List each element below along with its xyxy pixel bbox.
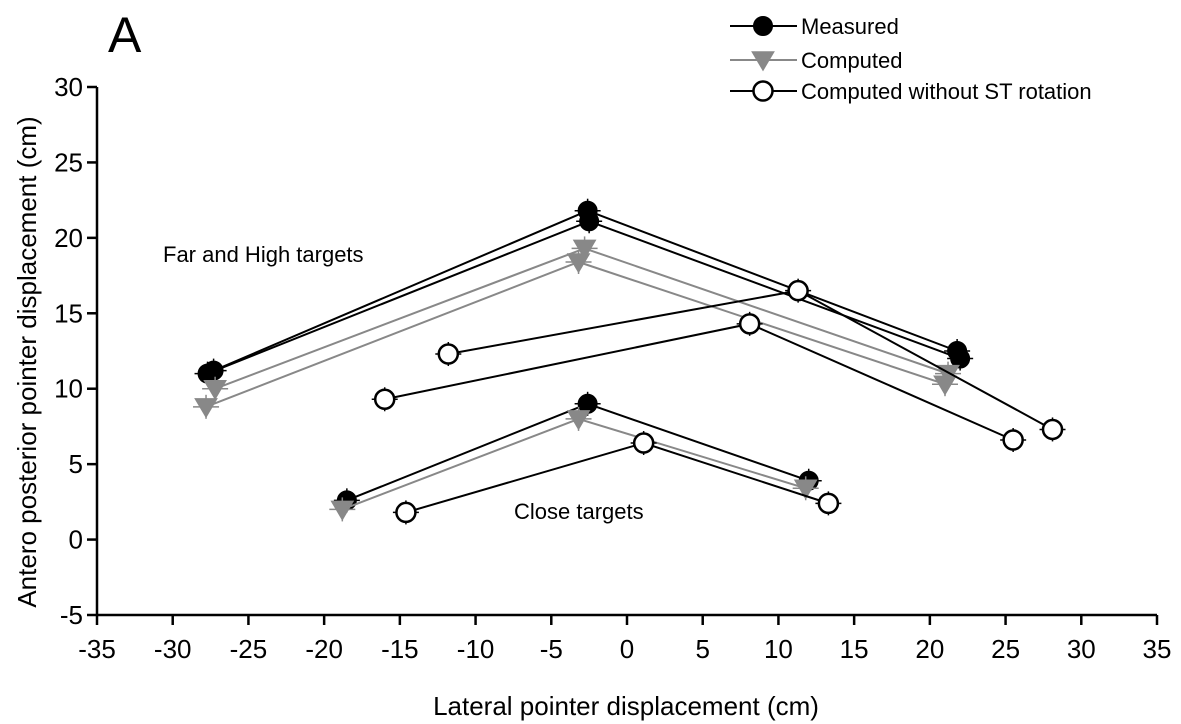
legend-item: Computed without ST rotation [730,79,1092,104]
x-tick-label: 10 [764,634,793,664]
x-tick-label: 5 [695,634,709,664]
series-line [214,247,949,390]
x-tick-label: 15 [840,634,869,664]
data-point [437,343,460,365]
data-point [933,375,957,396]
data-point [751,51,775,72]
data-point [194,398,218,419]
x-tick-label: 35 [1143,634,1172,664]
data-point [579,211,600,232]
legend-item: Computed [730,48,903,73]
series-computed-without-st-rotation [435,278,1066,442]
data-point [950,348,971,369]
data-point [738,313,761,335]
series-computed [193,249,958,419]
legend: Measured Computed Computed without ST rota… [730,14,1092,104]
data-point [373,388,396,411]
x-tick-label: -20 [305,634,343,664]
series-measured [333,391,822,513]
data-point [787,279,809,302]
series-computed-without-st-rotation [371,311,1027,453]
series-computed [202,236,962,401]
data-point [330,500,355,521]
x-tick-label: 0 [620,634,634,664]
y-axis-label: Antero posterior pointer displacement (c… [12,116,42,607]
data-point [566,410,591,431]
legend-item: Measured [730,14,899,39]
data-point [395,501,417,524]
x-tick-label: 20 [915,634,944,664]
series-line [384,322,1014,441]
data-point [203,379,227,401]
y-tick-label: 25 [54,147,83,177]
series-computed [329,406,819,522]
data-point [753,16,773,36]
y-tick-label: -5 [60,600,83,630]
x-tick-label: 25 [991,634,1020,664]
y-tick-label: 0 [69,525,83,555]
x-axis-label: Lateral pointer displacement (cm) [433,691,819,721]
data-point [1041,418,1064,441]
data-point [793,479,818,500]
data-point [817,492,840,515]
legend-label: Computed without ST rotation [801,79,1092,104]
x-tick-label: -30 [154,634,192,664]
y-tick-label: 30 [54,72,83,102]
x-tick-label: 30 [1067,634,1096,664]
data-point [752,80,774,102]
annotation-far-high: Far and High targets [163,242,364,267]
x-tick-label: -25 [230,634,268,664]
y-tick-label: 5 [69,449,83,479]
y-tick-label: 15 [54,298,83,328]
x-tick-label: -5 [540,634,563,664]
legend-label: Measured [801,14,899,39]
x-tick-label: -35 [78,634,116,664]
series-layer [193,198,1066,525]
y-tick-label: 20 [54,223,83,253]
panel-label: A [108,7,142,63]
data-point [566,253,591,274]
series-computed-without-st-rotation [392,431,842,525]
series-measured [194,209,974,386]
annotation-close: Close targets [514,499,644,524]
y-tick-label: 10 [54,374,83,404]
legend-label: Computed [801,48,903,73]
data-point [632,432,655,454]
x-tick-label: -10 [457,634,495,664]
data-point [1002,429,1024,451]
data-point [572,239,597,260]
x-tick-label: -15 [381,634,419,664]
axes: -35 -30 -25 -20 -15 -10 -5 0 5 10 15 20 25 30 35 -5 0 5 10… [54,72,1171,664]
